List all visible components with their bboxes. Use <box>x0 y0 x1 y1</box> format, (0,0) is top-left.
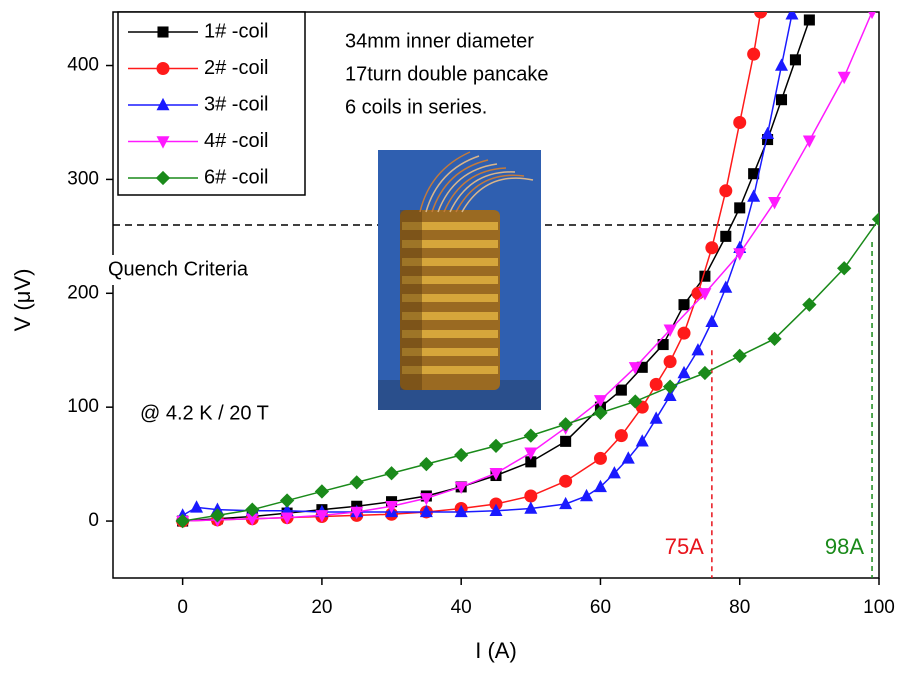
marker <box>157 62 170 75</box>
x-tick-label: 20 <box>311 597 332 618</box>
marker <box>615 429 628 442</box>
legend: 1# -coil 2# -coil 3# -coil 4# -coil 6# -coil <box>118 12 305 195</box>
quench-label: Quench Criteria <box>108 258 249 280</box>
note: 17turn double pancake <box>345 63 549 85</box>
x-tick-label: 60 <box>590 597 611 618</box>
legend-label: 6# -coil <box>204 166 268 188</box>
legend-label: 4# -coil <box>204 130 268 152</box>
marker <box>790 54 801 65</box>
annotation-label: 75A <box>665 534 704 559</box>
legend-label: 3# -coil <box>204 93 268 115</box>
page: 0 20 40 60 80 100 0 100 200 300 400 I (A) V (μV) 75A 9… <box>0 0 902 674</box>
note: 34mm inner diameter <box>345 30 534 52</box>
marker <box>733 116 746 129</box>
marker <box>804 14 815 25</box>
coil-shade <box>400 210 422 390</box>
x-tick-label: 40 <box>451 597 472 618</box>
y-tick-label: 400 <box>67 55 99 76</box>
chart: 0 20 40 60 80 100 0 100 200 300 400 I (A) V (μV) 75A 9… <box>0 0 902 669</box>
marker <box>776 94 787 105</box>
x-axis-label: I (A) <box>475 638 517 663</box>
y-tick-label: 300 <box>67 168 99 189</box>
marker <box>719 184 732 197</box>
coil-photo <box>378 150 541 410</box>
marker <box>650 378 663 391</box>
x-tick-label: 100 <box>863 597 895 618</box>
marker <box>664 355 677 368</box>
marker <box>747 48 760 61</box>
note: 6 coils in series. <box>345 96 487 118</box>
legend-label: 1# -coil <box>204 20 268 42</box>
marker <box>678 299 689 310</box>
x-tick-label: 0 <box>177 597 188 618</box>
marker <box>594 452 607 465</box>
marker <box>524 490 537 503</box>
y-axis-label: V (μV) <box>10 269 35 332</box>
marker <box>559 475 572 488</box>
marker <box>616 385 627 396</box>
marker <box>705 241 718 254</box>
marker <box>157 26 168 37</box>
x-tick-label: 80 <box>729 597 750 618</box>
marker <box>720 231 731 242</box>
marker <box>678 327 691 340</box>
marker <box>734 202 745 213</box>
y-tick-label: 200 <box>67 282 99 303</box>
annotation-label: 98A <box>825 534 864 559</box>
y-tick-label: 0 <box>88 510 99 531</box>
marker <box>560 436 571 447</box>
condition-label: @ 4.2 K / 20 T <box>140 402 269 424</box>
y-tick-label: 100 <box>67 396 99 417</box>
legend-label: 2# -coil <box>204 57 268 79</box>
